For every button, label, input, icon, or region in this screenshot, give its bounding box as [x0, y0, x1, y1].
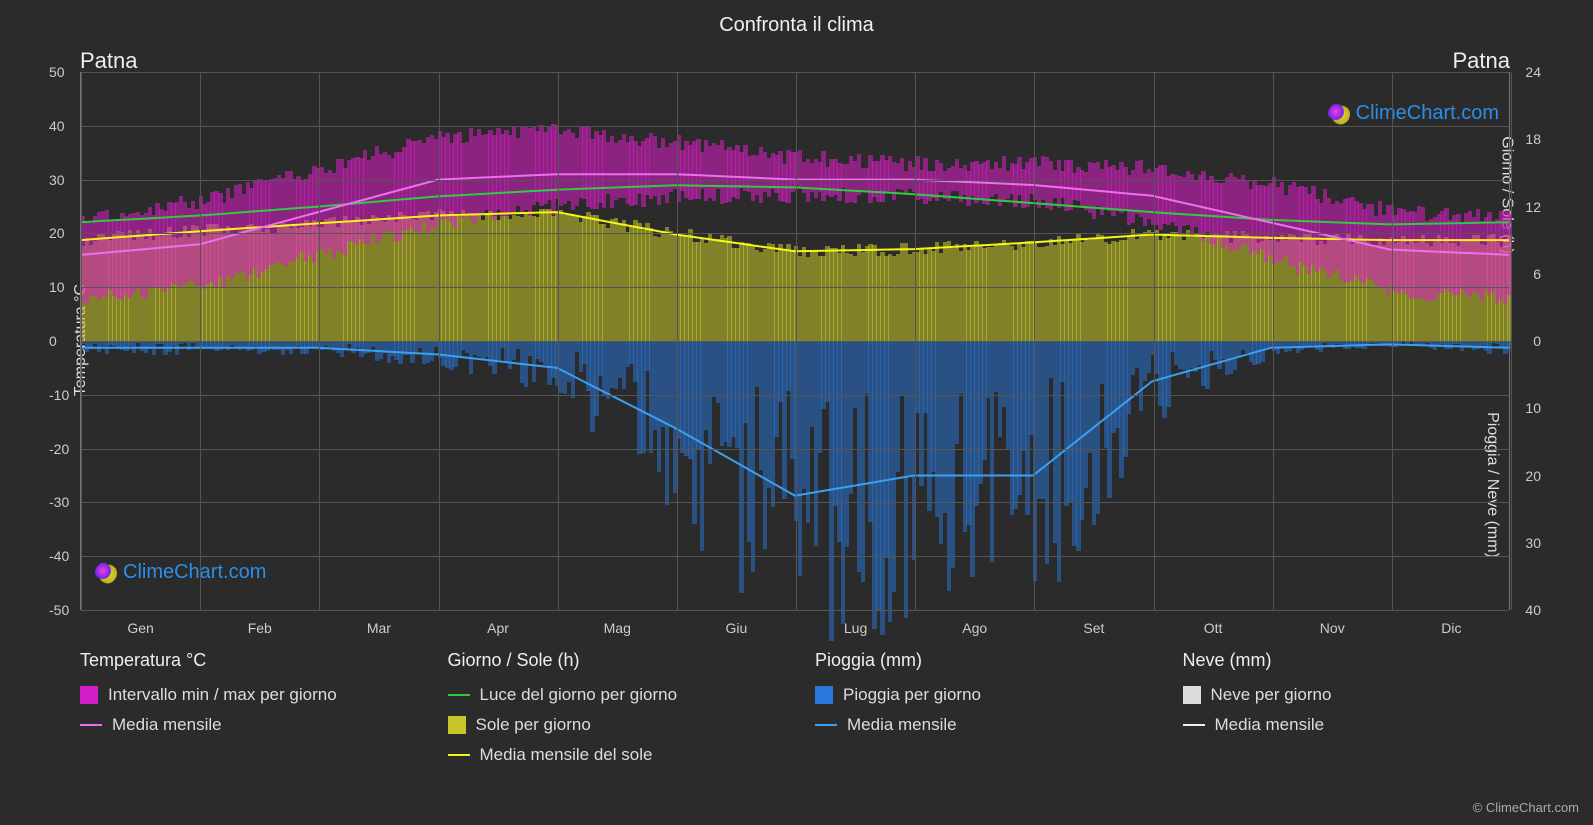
tick-month: Feb [248, 620, 272, 636]
tick-left: -20 [49, 441, 69, 457]
swatch-temp-mean [80, 724, 102, 726]
legend: Temperatura °C Intervallo min / max per … [80, 650, 1510, 775]
brand-text: ClimeChart.com [1356, 102, 1499, 125]
legend-col-daysun: Giorno / Sole (h) Luce del giorno per gi… [448, 650, 776, 775]
tick-right-top: 0 [1533, 333, 1541, 349]
tick-left: -30 [49, 494, 69, 510]
tick-left: 0 [49, 333, 57, 349]
tick-left: -40 [49, 548, 69, 564]
swatch-sunmean [448, 754, 470, 756]
swatch-snow [1183, 686, 1201, 704]
legend-label: Media mensile [1215, 715, 1325, 735]
tick-right-top: 6 [1533, 266, 1541, 282]
legend-item-rain-mean: Media mensile [815, 715, 1143, 735]
legend-label: Media mensile [112, 715, 222, 735]
tick-month: Nov [1320, 620, 1345, 636]
tick-left: 30 [49, 172, 65, 188]
tick-left: -10 [49, 387, 69, 403]
tick-right-top: 12 [1525, 199, 1541, 215]
tick-month: Dic [1441, 620, 1461, 636]
city-label-right: Patna [1453, 48, 1511, 74]
tick-right-bottom: 40 [1525, 602, 1541, 618]
city-label-left: Patna [80, 48, 138, 74]
legend-item-snow-daily: Neve per giorno [1183, 685, 1511, 705]
brand-text: ClimeChart.com [123, 561, 266, 584]
legend-col-snow: Neve (mm) Neve per giorno Media mensile [1183, 650, 1511, 775]
swatch-daylight [448, 694, 470, 696]
legend-item-rain-daily: Pioggia per giorno [815, 685, 1143, 705]
swatch-temp-range [80, 686, 98, 704]
tick-month: Gen [127, 620, 153, 636]
tick-right-bottom: 20 [1525, 468, 1541, 484]
legend-label: Media mensile [847, 715, 957, 735]
legend-header-temp: Temperatura °C [80, 650, 408, 671]
legend-label: Media mensile del sole [480, 745, 653, 765]
brand-logo-bottom: ClimeChart.com [95, 561, 266, 584]
tick-month: Giu [726, 620, 748, 636]
tick-month: Mag [604, 620, 631, 636]
legend-item-sunmean: Media mensile del sole [448, 745, 776, 765]
legend-label: Sole per giorno [476, 715, 591, 735]
legend-header-daysun: Giorno / Sole (h) [448, 650, 776, 671]
swatch-rain-mean [815, 724, 837, 726]
tick-month: Mar [367, 620, 391, 636]
tick-right-top: 18 [1525, 131, 1541, 147]
legend-label: Intervallo min / max per giorno [108, 685, 337, 705]
swatch-rain [815, 686, 833, 704]
legend-label: Neve per giorno [1211, 685, 1332, 705]
tick-left: -50 [49, 602, 69, 618]
legend-item-temp-range: Intervallo min / max per giorno [80, 685, 408, 705]
chart-area: Patna Patna Temperatura °C Giorno / Sole… [80, 50, 1510, 630]
tick-left: 40 [49, 118, 65, 134]
legend-item-daylight: Luce del giorno per giorno [448, 685, 776, 705]
tick-right-bottom: 10 [1525, 400, 1541, 416]
tick-month: Ago [962, 620, 987, 636]
copyright: © ClimeChart.com [1473, 800, 1579, 815]
brand-logo-top: ClimeChart.com [1328, 102, 1499, 125]
swatch-sun [448, 716, 466, 734]
brand-icon [1328, 103, 1350, 125]
legend-item-snow-mean: Media mensile [1183, 715, 1511, 735]
plot-area: ClimeChart.com ClimeChart.com -50-40-30-… [80, 72, 1510, 610]
legend-col-temp: Temperatura °C Intervallo min / max per … [80, 650, 408, 775]
tick-right-top: 24 [1525, 64, 1541, 80]
tick-left: 50 [49, 64, 65, 80]
tick-left: 20 [49, 225, 65, 241]
chart-title: Confronta il clima [0, 0, 1593, 43]
legend-item-sun: Sole per giorno [448, 715, 776, 735]
tick-right-bottom: 30 [1525, 535, 1541, 551]
legend-header-snow: Neve (mm) [1183, 650, 1511, 671]
legend-label: Pioggia per giorno [843, 685, 981, 705]
swatch-snow-mean [1183, 724, 1205, 726]
tick-month: Set [1083, 620, 1104, 636]
legend-col-rain: Pioggia (mm) Pioggia per giorno Media me… [815, 650, 1143, 775]
tick-month: Apr [487, 620, 509, 636]
tick-month: Ott [1204, 620, 1223, 636]
tick-month: Lug [844, 620, 867, 636]
legend-item-temp-mean: Media mensile [80, 715, 408, 735]
legend-label: Luce del giorno per giorno [480, 685, 678, 705]
tick-left: 10 [49, 279, 65, 295]
brand-icon [95, 562, 117, 584]
legend-header-rain: Pioggia (mm) [815, 650, 1143, 671]
